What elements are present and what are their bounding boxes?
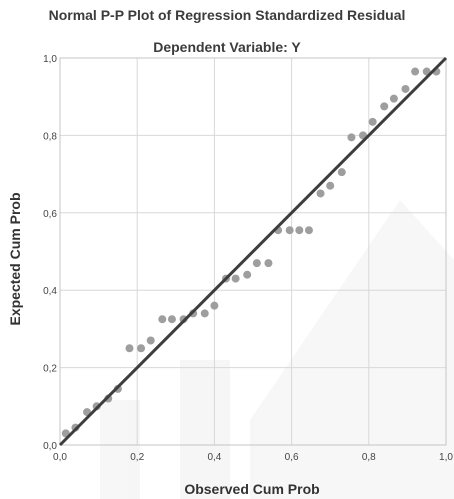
data-point [326, 181, 335, 190]
x-tick-label: 0,8 [362, 452, 376, 463]
data-point [401, 84, 410, 93]
data-point [137, 344, 146, 353]
data-point [411, 67, 420, 76]
y-tick-label: 0,8 [43, 131, 57, 142]
y-tick-label: 0,2 [43, 364, 57, 375]
chart-title: Normal P-P Plot of Regression Standardiz… [49, 7, 406, 23]
y-tick-label: 0,0 [43, 441, 57, 452]
data-point [231, 274, 240, 283]
data-point [337, 168, 346, 177]
x-tick-label: 0,4 [207, 452, 221, 463]
y-tick-label: 0,4 [43, 286, 57, 297]
reference-diagonal-line [58, 56, 448, 447]
data-point [158, 315, 167, 324]
data-point [167, 315, 176, 324]
data-point [125, 344, 134, 353]
data-point [285, 226, 294, 235]
data-point [210, 301, 219, 310]
x-tick-label: 0,0 [53, 452, 67, 463]
data-point [389, 94, 398, 103]
data-point [200, 309, 209, 318]
plot-frame [59, 57, 447, 446]
data-point [252, 259, 261, 268]
data-point [295, 226, 304, 235]
x-tick-label: 1,0 [439, 452, 453, 463]
background-watermark [100, 200, 454, 499]
chart-subtitle: Dependent Variable: Y [153, 39, 301, 55]
y-axis-label: Expected Cum Prob [7, 192, 23, 325]
x-tick-label: 0,2 [130, 452, 144, 463]
x-axis-label: Observed Cum Prob [184, 481, 319, 497]
x-tick-label: 0,6 [285, 452, 299, 463]
data-point [347, 133, 356, 142]
data-point [316, 189, 325, 198]
data-point [380, 102, 389, 111]
tick-labels: 0,0 0,2 0,4 0,6 0,8 1,0 0,0 0,2 0,4 0,6 0,8 1,0 [43, 54, 453, 463]
data-point [243, 270, 252, 279]
data-point [264, 259, 273, 268]
data-point [304, 226, 313, 235]
y-tick-label: 0,6 [43, 209, 57, 220]
data-point [146, 336, 155, 345]
data-point [368, 117, 377, 126]
y-tick-label: 1,0 [43, 54, 57, 65]
